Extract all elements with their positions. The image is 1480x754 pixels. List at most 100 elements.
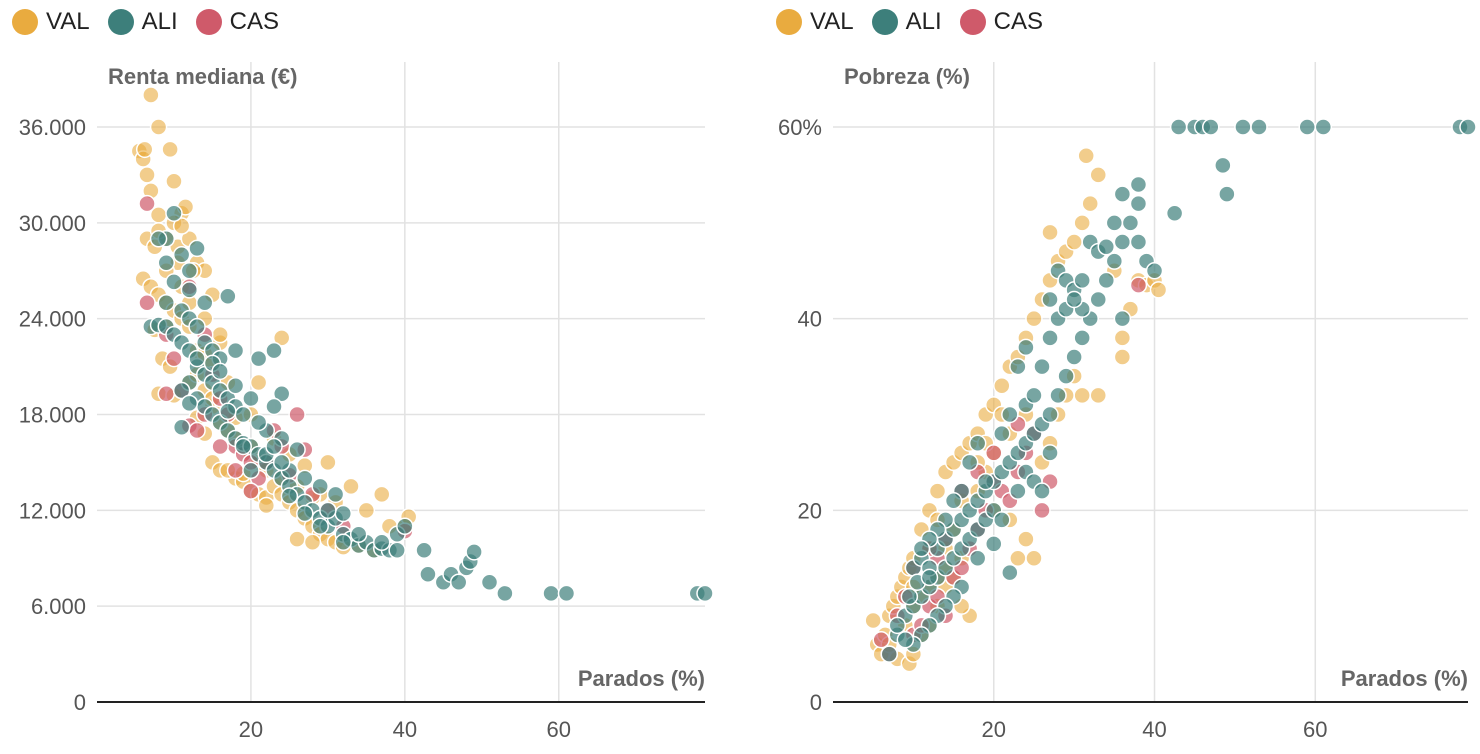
data-point-ali[interactable] <box>1065 290 1083 309</box>
data-point-ali[interactable] <box>465 543 483 561</box>
data-point-ali[interactable] <box>993 511 1011 529</box>
data-point-cas[interactable] <box>157 384 176 403</box>
data-point-ali[interactable] <box>993 424 1011 443</box>
data-point-ali[interactable] <box>944 492 963 510</box>
legend-item-ali[interactable]: ALI <box>871 8 942 36</box>
data-point-cas[interactable] <box>1033 501 1051 520</box>
data-point-ali[interactable] <box>1113 233 1132 251</box>
data-point-ali[interactable] <box>888 616 907 635</box>
data-point-val[interactable] <box>1065 233 1083 251</box>
data-point-val[interactable] <box>1089 386 1108 405</box>
data-point-ali[interactable] <box>1073 271 1091 290</box>
data-point-cas[interactable] <box>188 421 206 440</box>
data-point-ali[interactable] <box>188 239 206 258</box>
data-point-ali[interactable] <box>180 262 199 280</box>
legend-item-val[interactable]: VAL <box>776 8 854 36</box>
data-point-ali[interactable] <box>272 453 291 472</box>
data-point-cas[interactable] <box>138 194 156 213</box>
data-point-ali[interactable] <box>1250 118 1268 136</box>
data-point-ali[interactable] <box>1113 185 1132 203</box>
data-point-ali[interactable] <box>172 381 191 400</box>
data-point-val[interactable] <box>1017 530 1035 548</box>
data-point-ali[interactable] <box>211 362 229 381</box>
data-point-ali[interactable] <box>449 573 468 591</box>
data-point-ali[interactable] <box>311 477 329 496</box>
data-point-val[interactable] <box>257 496 276 515</box>
data-point-val[interactable] <box>1113 348 1132 366</box>
data-point-ali[interactable] <box>188 349 206 368</box>
data-point-ali[interactable] <box>1033 482 1051 500</box>
data-point-ali[interactable] <box>557 584 576 603</box>
data-point-cas[interactable] <box>872 630 890 649</box>
data-point-ali[interactable] <box>1129 194 1148 213</box>
data-point-ali[interactable] <box>880 645 899 663</box>
data-point-ali[interactable] <box>968 434 987 452</box>
data-point-ali[interactable] <box>1113 309 1132 328</box>
data-point-ali[interactable] <box>265 437 283 456</box>
data-point-ali[interactable] <box>1105 214 1124 232</box>
data-point-val[interactable] <box>272 329 291 347</box>
data-point-ali[interactable] <box>1214 156 1232 175</box>
data-point-ali[interactable] <box>1097 238 1116 256</box>
data-point-val[interactable] <box>288 530 306 548</box>
data-point-ali[interactable] <box>480 573 499 591</box>
data-point-ali[interactable] <box>920 568 939 587</box>
data-point-cas[interactable] <box>985 444 1003 462</box>
data-point-ali[interactable] <box>334 533 353 552</box>
data-point-ali[interactable] <box>288 440 306 459</box>
data-point-cas[interactable] <box>138 293 156 312</box>
data-point-val[interactable] <box>142 86 160 104</box>
data-point-ali[interactable] <box>396 517 414 536</box>
data-point-ali[interactable] <box>1121 214 1140 232</box>
data-point-ali[interactable] <box>242 461 260 480</box>
data-point-ali[interactable] <box>1165 204 1184 222</box>
data-point-val[interactable] <box>357 501 376 520</box>
data-point-ali[interactable] <box>149 230 168 248</box>
legend-item-ali[interactable]: ALI <box>107 8 178 36</box>
data-point-ali[interactable] <box>1202 118 1220 136</box>
data-point-ali[interactable] <box>326 485 345 504</box>
data-point-val[interactable] <box>172 217 191 235</box>
data-point-ali[interactable] <box>272 384 291 403</box>
data-point-ali[interactable] <box>188 317 206 336</box>
data-point-cas[interactable] <box>226 461 245 480</box>
data-point-ali[interactable] <box>542 584 560 603</box>
data-point-ali[interactable] <box>242 389 260 408</box>
data-point-ali[interactable] <box>226 341 245 360</box>
data-point-ali[interactable] <box>1057 367 1075 385</box>
data-point-cas[interactable] <box>211 437 229 456</box>
data-point-val[interactable] <box>319 453 337 472</box>
data-point-ali[interactable] <box>1009 482 1027 500</box>
data-point-ali[interactable] <box>311 517 329 536</box>
data-point-val[interactable] <box>1073 214 1091 232</box>
data-point-ali[interactable] <box>1129 233 1148 251</box>
data-point-ali[interactable] <box>1073 329 1091 347</box>
data-point-val[interactable] <box>161 140 179 159</box>
data-point-ali[interactable] <box>226 377 245 395</box>
data-point-val[interactable] <box>1025 309 1043 328</box>
data-point-cas[interactable] <box>288 405 306 424</box>
data-point-ali[interactable] <box>1017 338 1035 357</box>
data-point-ali[interactable] <box>1234 118 1252 136</box>
data-point-val[interactable] <box>249 373 268 392</box>
data-point-ali[interactable] <box>968 549 987 567</box>
data-point-ali[interactable] <box>1033 357 1051 376</box>
data-point-ali[interactable] <box>265 341 283 360</box>
data-point-val[interactable] <box>1077 147 1095 165</box>
data-point-ali[interactable] <box>373 533 391 552</box>
legend-item-cas[interactable]: CAS <box>195 8 279 36</box>
data-point-ali[interactable] <box>172 246 191 264</box>
data-point-ali[interactable] <box>1097 271 1116 290</box>
data-point-ali[interactable] <box>319 501 337 520</box>
data-point-ali[interactable] <box>388 541 406 560</box>
data-point-ali[interactable] <box>1314 118 1333 136</box>
data-point-val[interactable] <box>1041 223 1059 242</box>
data-point-ali[interactable] <box>1025 386 1043 405</box>
legend-item-val[interactable]: VAL <box>12 8 90 36</box>
data-point-ali[interactable] <box>172 418 191 437</box>
data-point-ali[interactable] <box>265 397 283 416</box>
data-point-ali[interactable] <box>219 402 237 421</box>
data-point-val[interactable] <box>1009 549 1027 567</box>
data-point-ali[interactable] <box>419 565 437 583</box>
data-point-ali[interactable] <box>900 587 919 606</box>
